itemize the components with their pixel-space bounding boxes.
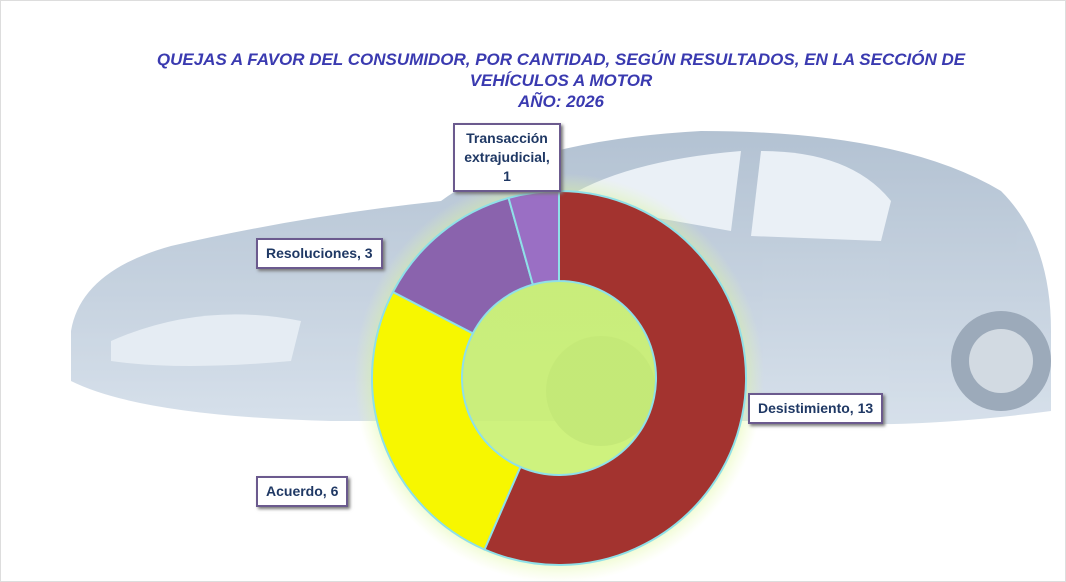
donut-slice [483,189,747,566]
donut-slice [507,189,560,286]
data-label: Resoluciones, 3 [256,238,383,269]
chart-title: QUEJAS A FAVOR DEL CONSUMIDOR, POR CANTI… [156,50,966,90]
chart-subtitle: AÑO: 2026 [518,92,604,111]
donut-slice [371,290,522,551]
data-label: Transacción extrajudicial, 1 [453,123,561,192]
data-label: Acuerdo, 6 [256,476,349,507]
data-label: Desistimiento, 13 [748,393,884,424]
